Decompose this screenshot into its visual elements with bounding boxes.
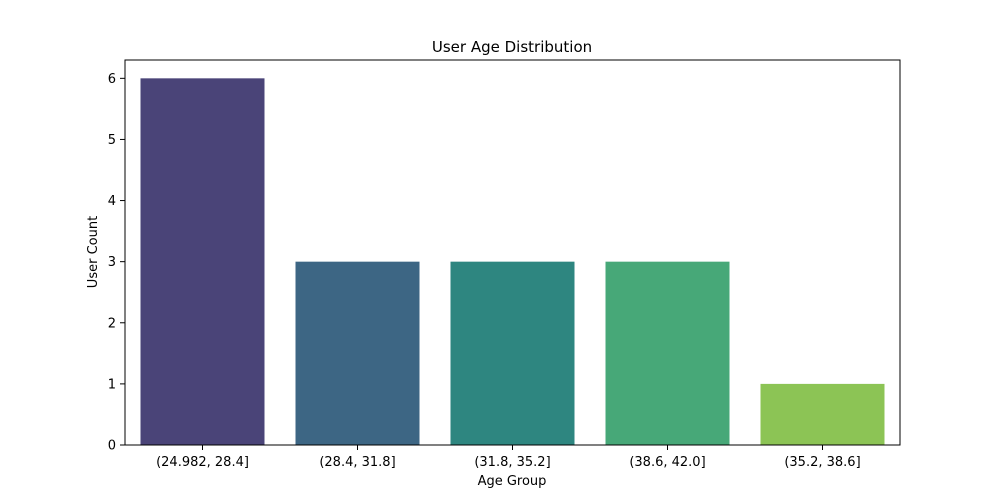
y-tick-label: 2: [108, 316, 116, 331]
x-axis-label: Age Group: [478, 474, 547, 489]
x-tick-label: (24.982, 28.4]: [156, 455, 249, 470]
y-tick-label: 3: [108, 255, 116, 270]
x-tick-label: (31.8, 35.2]: [474, 455, 550, 470]
x-tick-label: (28.4, 31.8]: [319, 455, 395, 470]
y-tick-label: 6: [108, 72, 116, 87]
ticks-layer: (24.982, 28.4] (28.4, 31.8] (31.8, 35.2] (3…: [108, 72, 861, 470]
bar-0: [140, 78, 265, 445]
bar-2: [450, 261, 575, 445]
y-tick-label: 1: [108, 377, 116, 392]
bars-layer: [140, 78, 885, 445]
x-tick-label: (38.6, 42.0]: [629, 455, 705, 470]
x-tick-label: (35.2, 38.6]: [784, 455, 860, 470]
y-tick-label: 0: [108, 439, 116, 454]
plot-frame: [124, 59, 901, 446]
y-tick-label: 5: [108, 133, 116, 148]
y-axis-label: User Count: [86, 216, 101, 288]
bar-4: [760, 383, 885, 445]
bar-3: [605, 261, 730, 445]
y-tick-label: 4: [108, 194, 116, 209]
bar-1: [295, 261, 420, 445]
chart-title: User Age Distribution: [432, 38, 592, 56]
